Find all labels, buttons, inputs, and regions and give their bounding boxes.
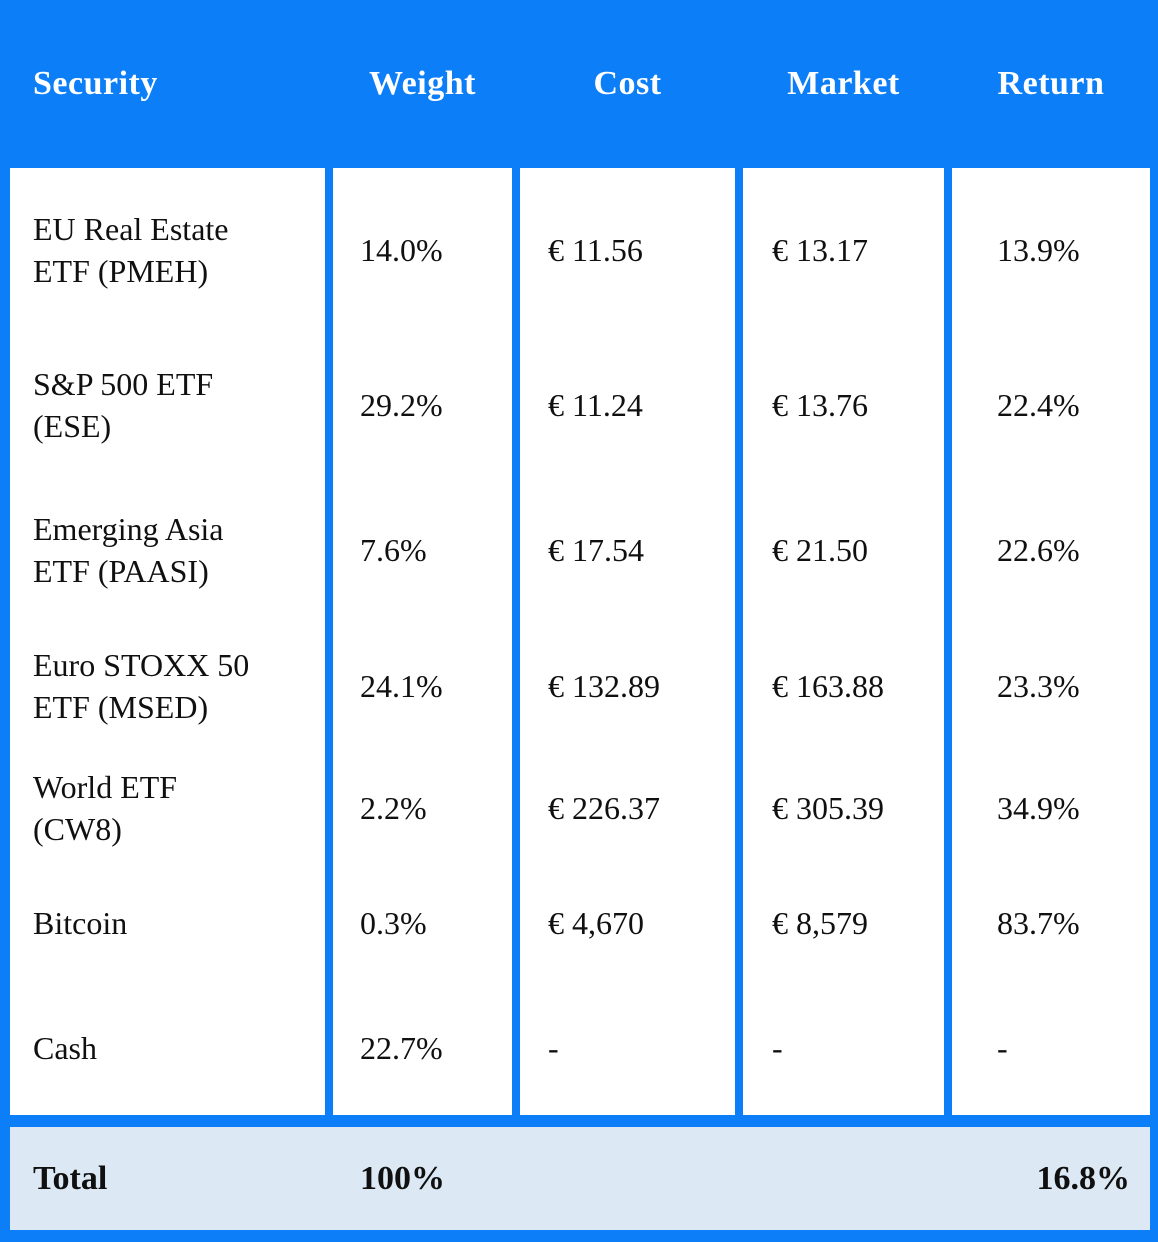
total-row: Total 100% 16.8% [10,1127,1150,1230]
weight-cell: 22.7% [333,982,512,1115]
security-cell: Bitcoin [10,866,325,982]
weight-cell: 7.6% [333,479,512,622]
security-cell: Emerging Asia ETF (PAASI) [10,479,325,622]
table-row: Cash 22.7% - - - [0,982,1158,1115]
market-cell: € 305.39 [743,751,944,866]
table-row: S&P 500 ETF (ESE) 29.2% € 11.24 € 13.76 … [0,333,1158,479]
cost-cell: - [520,982,735,1115]
total-label: Total [33,1159,108,1197]
return-cell: 22.4% [952,333,1150,479]
market-cell: € 13.76 [743,333,944,479]
security-cell: S&P 500 ETF (ESE) [10,333,325,479]
weight-cell: 24.1% [333,622,512,751]
footer-divider [0,1115,1158,1127]
header-cost: Cost [593,65,662,102]
weight-cell: 0.3% [333,866,512,982]
weight-cell: 14.0% [333,168,512,333]
cost-cell: € 11.24 [520,333,735,479]
header-security: Security [33,65,158,102]
return-cell: - [952,982,1150,1115]
security-cell: Cash [10,982,325,1115]
return-cell: 23.3% [952,622,1150,751]
table-header-row: Security Weight Cost Market Return [0,0,1158,168]
market-cell: € 21.50 [743,479,944,622]
return-cell: 34.9% [952,751,1150,866]
table-row: World ETF (CW8) 2.2% € 226.37 € 305.39 3… [0,751,1158,866]
weight-cell: 2.2% [333,751,512,866]
total-cost-empty [520,1127,735,1230]
header-return: Return [997,65,1105,102]
weight-cell: 29.2% [333,333,512,479]
cost-cell: € 4,670 [520,866,735,982]
total-return-value: 16.8% [1036,1159,1131,1197]
table-row: Euro STOXX 50 ETF (MSED) 24.1% € 132.89 … [0,622,1158,751]
security-cell: EU Real Estate ETF (PMEH) [10,168,325,333]
table-row: EU Real Estate ETF (PMEH) 14.0% € 11.56 … [0,168,1158,333]
market-cell: - [743,982,944,1115]
header-weight: Weight [369,65,476,102]
return-cell: 22.6% [952,479,1150,622]
security-cell: Euro STOXX 50 ETF (MSED) [10,622,325,751]
market-cell: € 8,579 [743,866,944,982]
cost-cell: € 226.37 [520,751,735,866]
cost-cell: € 17.54 [520,479,735,622]
cost-cell: € 132.89 [520,622,735,751]
table-body: EU Real Estate ETF (PMEH) 14.0% € 11.56 … [0,168,1158,1115]
header-market: Market [787,65,900,102]
market-cell: € 13.17 [743,168,944,333]
total-market-empty [743,1127,944,1230]
total-weight-value: 100% [360,1159,445,1197]
cost-cell: € 11.56 [520,168,735,333]
market-cell: € 163.88 [743,622,944,751]
security-cell: World ETF (CW8) [10,751,325,866]
table-row: Emerging Asia ETF (PAASI) 7.6% € 17.54 €… [0,479,1158,622]
return-cell: 13.9% [952,168,1150,333]
table-row: Bitcoin 0.3% € 4,670 € 8,579 83.7% [0,866,1158,982]
return-cell: 83.7% [952,866,1150,982]
